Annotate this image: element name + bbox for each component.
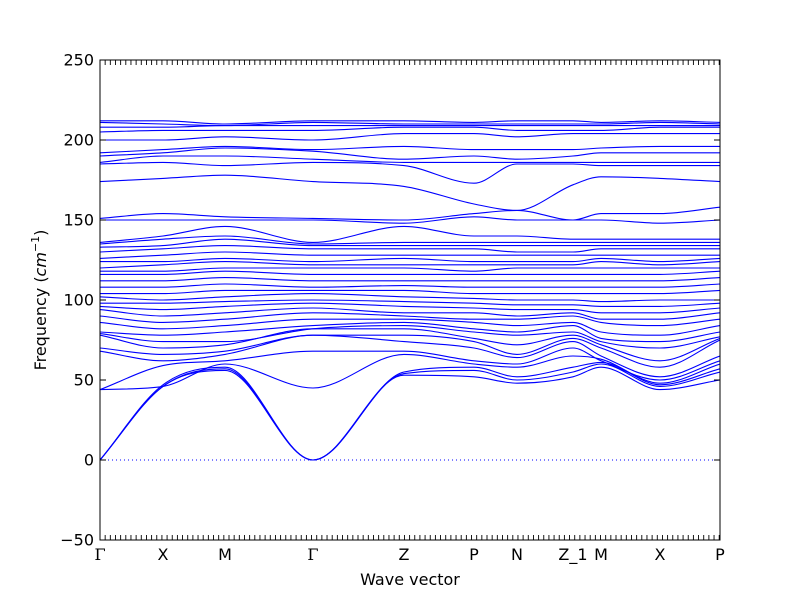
y-tick-label: 50	[74, 371, 94, 390]
phonon-branch-36	[100, 133, 720, 141]
phonon-branch-39	[100, 121, 720, 127]
phonon-branch-26	[100, 238, 720, 248]
y-tick-label: 100	[63, 291, 94, 310]
y-axis-label-unit: cm	[31, 252, 50, 276]
phonon-branch-16	[100, 293, 720, 303]
phonon-branch-34	[100, 147, 720, 160]
phonon-branch-25	[100, 245, 720, 253]
x-tick-label: Γ	[94, 545, 105, 564]
phonon-branch-18	[100, 283, 720, 288]
phonon-branch-22	[100, 261, 720, 269]
x-tick-label: M	[218, 545, 232, 564]
phonon-branch-28	[100, 225, 720, 243]
x-tick-label: Γ	[307, 545, 318, 564]
phonon-branch-30	[100, 206, 720, 221]
y-tick-label: 150	[63, 211, 94, 230]
phonon-branch-20	[100, 270, 720, 275]
phonon-branch-40	[100, 120, 720, 125]
phonon-branch-21	[100, 267, 720, 272]
phonon-branch-13	[100, 307, 720, 320]
phonon-branch-4	[100, 353, 720, 391]
y-axis-label-main: Frequency (	[31, 276, 50, 370]
x-tick-label: P	[715, 545, 725, 564]
phonon-branch-14	[100, 302, 720, 314]
x-tick-label: M	[594, 545, 608, 564]
phonon-branch-12	[100, 312, 720, 327]
phonon-branch-6	[100, 334, 720, 378]
phonon-branch-1	[100, 366, 720, 461]
phonon-branch-10	[100, 321, 720, 343]
phonon-branch-32	[100, 161, 720, 184]
phonon-branch-11	[100, 318, 720, 336]
y-axis-label-exponent: −1	[29, 236, 42, 252]
phonon-branch-17	[100, 289, 720, 295]
y-tick-label: 0	[84, 451, 94, 470]
phonon-branch-23	[100, 257, 720, 263]
y-axis-label: Frequency (cm−1)	[29, 230, 50, 371]
phonon-branch-24	[100, 251, 720, 259]
x-tick-label: N	[511, 545, 523, 564]
phonon-branch-5	[100, 347, 720, 391]
phonon-branch-7	[100, 334, 720, 368]
phonon-branch-29	[100, 216, 720, 224]
phonon-branch-37	[100, 126, 720, 133]
y-tick-label: 250	[63, 51, 94, 70]
plot-area	[100, 120, 720, 461]
x-tick-label: X	[158, 545, 169, 564]
x-axis-label: Wave vector	[360, 570, 460, 589]
x-tick-label: P	[469, 545, 479, 564]
phonon-branch-9	[100, 325, 720, 349]
y-tick-label: −50	[60, 531, 94, 550]
phonon-branch-15	[100, 299, 720, 307]
y-axis-label-close: )	[31, 230, 50, 236]
x-tick-label: Z_1	[558, 545, 587, 565]
x-tick-label: Z	[399, 545, 410, 564]
x-tick-label: X	[654, 545, 665, 564]
phonon-branch-35	[100, 145, 720, 154]
phonon-branch-33	[100, 155, 720, 163]
plot-frame	[99, 59, 721, 541]
phonon-branch-19	[100, 277, 720, 282]
axes: −50 0 50 100 150 200 250 Γ X M Γ Z P N Z_1 M X P	[60, 51, 725, 566]
y-tick-label: 200	[63, 131, 94, 150]
phonon-branch-2	[100, 363, 720, 461]
phonon-branch-27	[100, 235, 720, 245]
phonon-branch-31	[100, 174, 720, 211]
phonon-branch-8	[100, 328, 720, 362]
